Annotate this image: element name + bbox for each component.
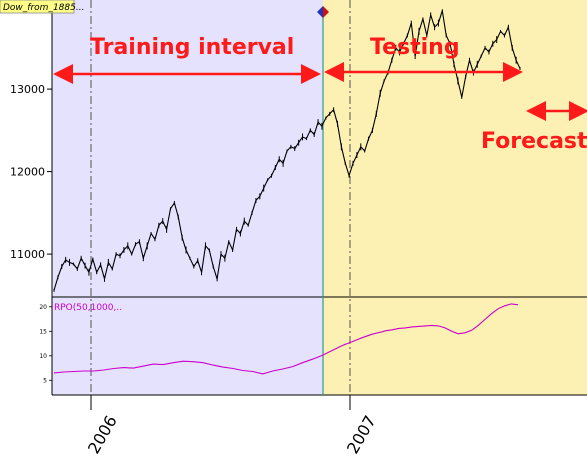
axis-area — [0, 395, 587, 463]
price-y-tick-label: 12000 — [10, 166, 45, 179]
training-label: Training interval — [90, 35, 294, 60]
indicator-label: RPO(50,1000,.. — [54, 303, 122, 313]
forecast-label: Forecast — [481, 129, 587, 154]
indicator-y-tick-label: 10 — [39, 353, 47, 360]
indicator-y-ticks: 5 10 15 20 — [39, 304, 52, 384]
testing-label: Testing — [370, 35, 460, 60]
price-y-ticks: 11000120001300014000 — [10, 1, 52, 261]
price-y-tick-label: 13000 — [10, 83, 45, 96]
indicator-series — [53, 303, 519, 375]
indicator-line — [53, 303, 519, 375]
split-marker-icon[interactable] — [317, 6, 329, 18]
indicator-y-tick-label: 20 — [39, 304, 47, 311]
chart-title: Dow_from_1885... — [3, 3, 84, 13]
title-tab[interactable] — [0, 0, 75, 14]
price-series — [53, 9, 521, 292]
indicator-y-tick-label: 15 — [39, 328, 47, 335]
indicator-y-tick-label: 5 — [43, 377, 47, 384]
price-y-tick-label: 11000 — [10, 248, 45, 261]
